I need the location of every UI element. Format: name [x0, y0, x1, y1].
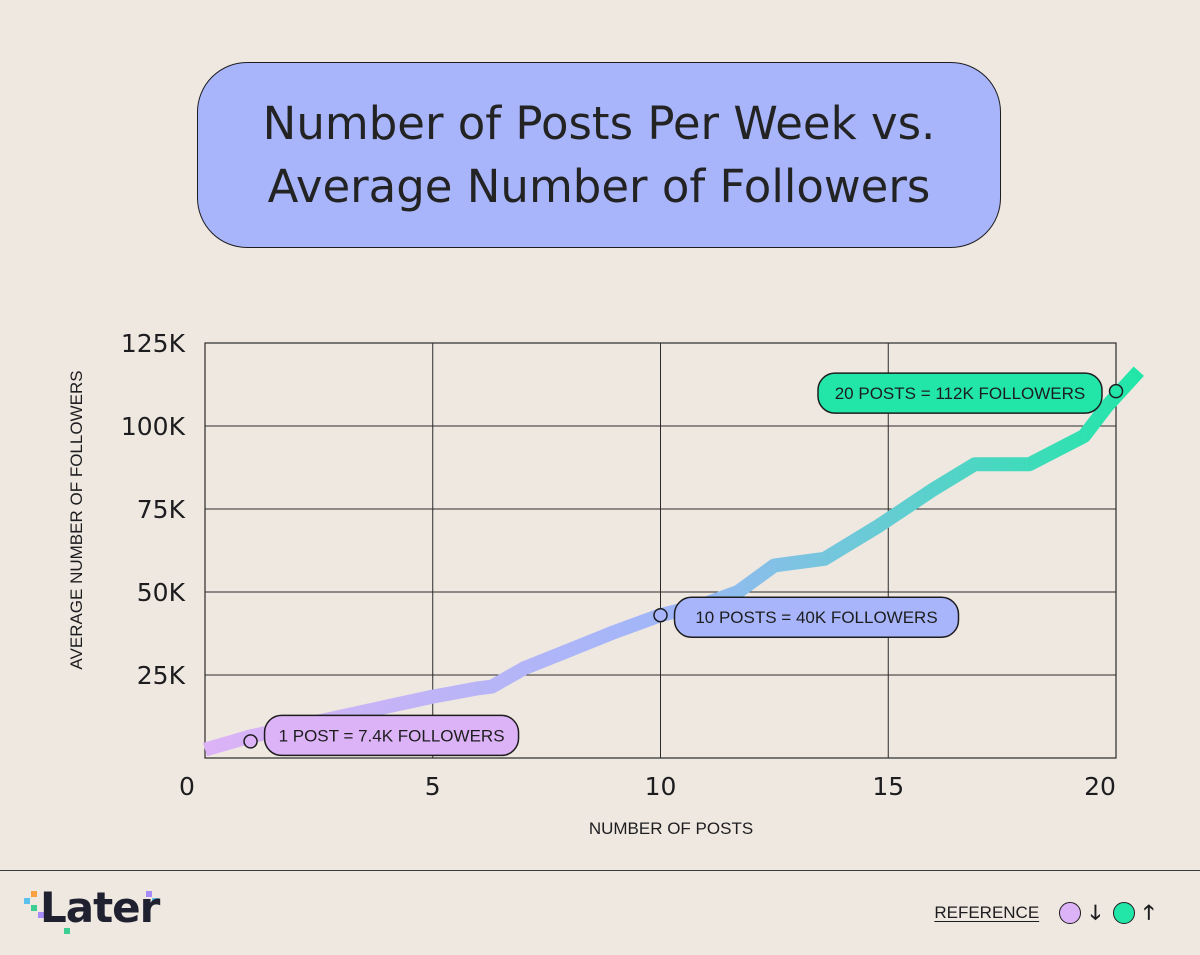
annotation-pill — [673, 596, 960, 638]
arrow-up-icon: 🡑 — [1143, 902, 1154, 924]
green-dot-icon — [1112, 902, 1135, 924]
annotation-marker — [243, 734, 258, 749]
later-logo: Later — [24, 883, 169, 940]
y-axis-title: AVERAGE NUMBER OF FOLLOWERS — [67, 370, 86, 670]
x-tick-label: 5 — [425, 772, 441, 801]
x-tick-label: 0 — [179, 772, 195, 801]
brand-name: Later — [40, 883, 160, 932]
annotation-marker — [653, 607, 668, 623]
purple-dot-icon — [1059, 902, 1082, 924]
annotation-label: 20 POSTS = 112K FOLLOWERS — [835, 384, 1086, 403]
y-tick-label: 50K — [137, 578, 186, 607]
x-tick-label: 15 — [872, 772, 904, 801]
x-tick-label: 20 — [1084, 772, 1116, 801]
line-chart: 0 5 10 15 20 25K 50K 75K 100K 125K 1 POST = 7.4K … — [121, 329, 1144, 801]
legend-label: REFERENCE — [934, 903, 1040, 922]
chart-title-line-1: Number of Posts Per Week vs. — [262, 97, 936, 150]
y-tick-label: 75K — [137, 495, 186, 524]
annotations: 1 POST = 7.4K FOLLOWERS 10 POSTS = 40K FO… — [243, 372, 1124, 757]
y-tick-label: 100K — [121, 412, 186, 441]
y-tick-label: 125K — [121, 329, 186, 358]
x-tick-label: 10 — [645, 772, 677, 801]
footer-divider — [0, 870, 1200, 871]
chart-title-line-2: Average Number of Followers — [267, 160, 931, 213]
series-line-group — [203, 366, 1144, 757]
y-tick-label: 25K — [137, 661, 186, 690]
annotation-label: 1 POST = 7.4K FOLLOWERS — [279, 726, 505, 745]
annotation-label: 10 POSTS = 40K FOLLOWERS — [695, 608, 937, 627]
tick-labels: 0 5 10 15 20 25K 50K 75K 100K 125K — [121, 329, 1116, 801]
x-axis-title: NUMBER OF POSTS — [588, 819, 754, 838]
logo-pixels-icon — [24, 891, 158, 934]
series-line — [203, 366, 1144, 757]
arrow-down-icon: 🡓 — [1090, 902, 1101, 924]
annotation-marker — [1108, 383, 1124, 399]
annotation-pill — [817, 372, 1103, 414]
chart-title: Number of Posts Per Week vs. Average Num… — [197, 62, 1001, 248]
annotation-pill — [263, 714, 520, 757]
reference-legend: REFERENCE 🡓 🡑 — [934, 902, 1154, 924]
